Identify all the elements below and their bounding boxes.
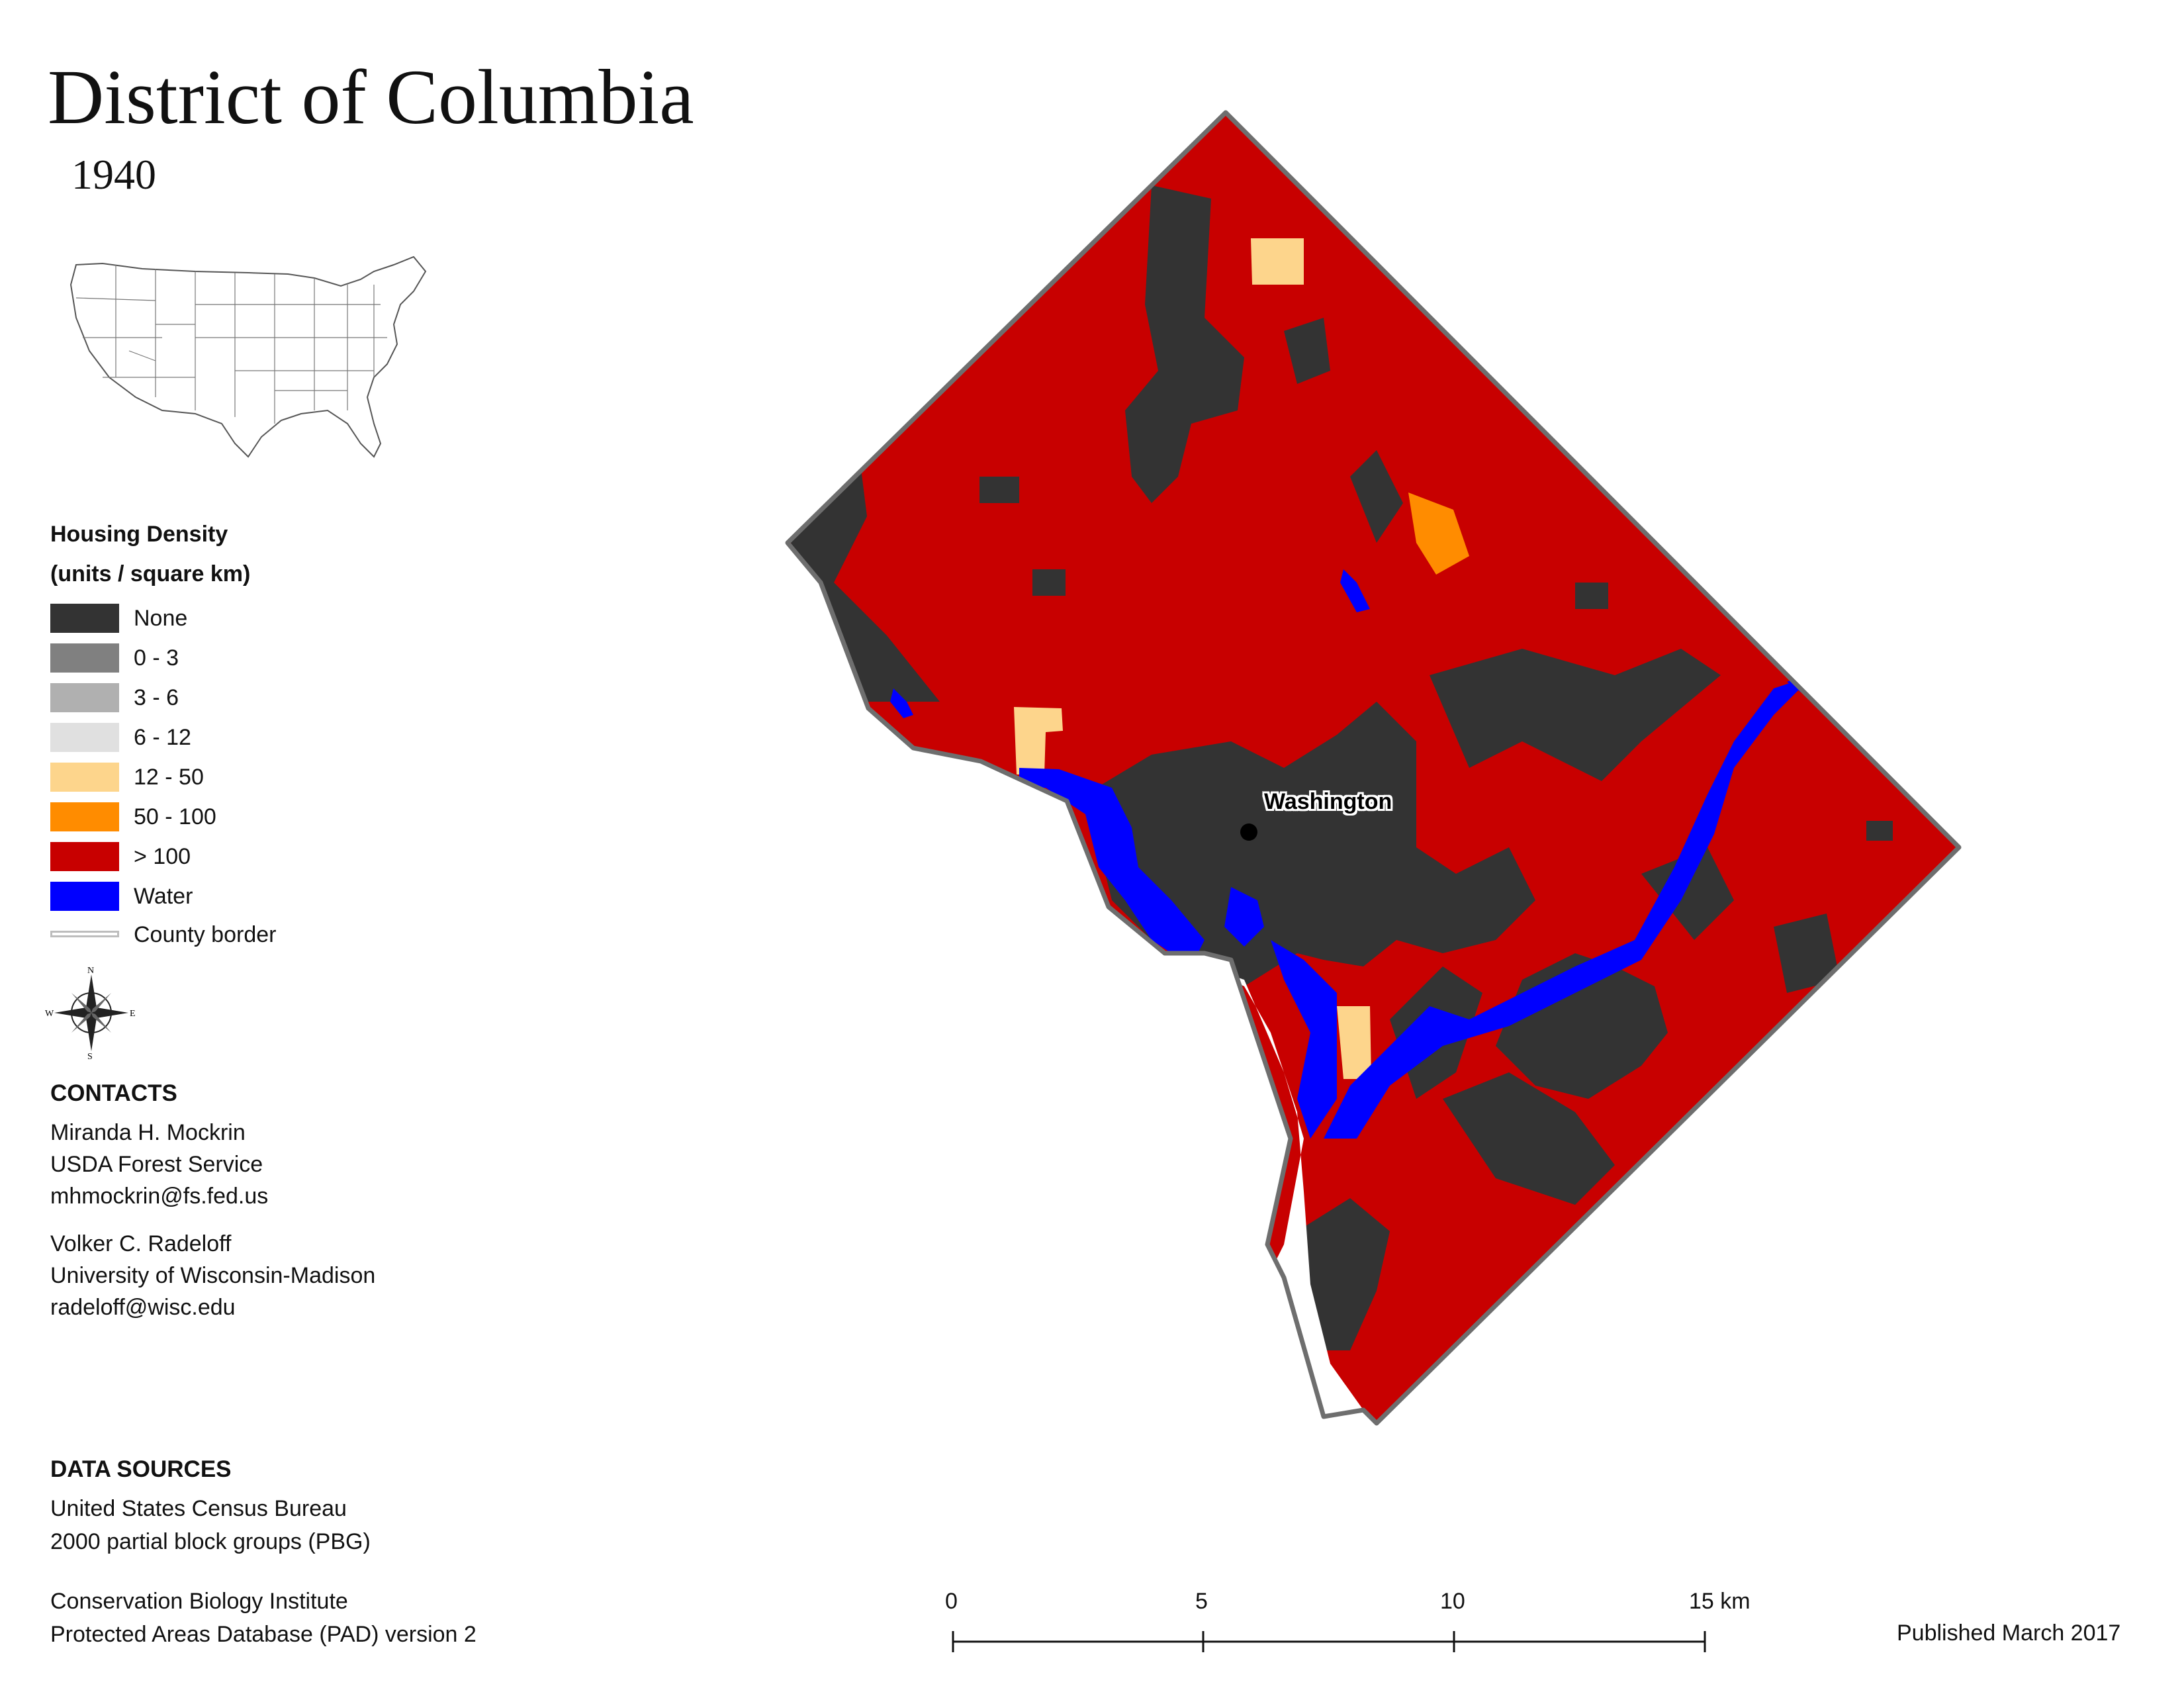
density-12-50-area	[1014, 707, 1063, 774]
legend-label: County border	[134, 921, 277, 947]
legend-item-12-50: 12 - 50	[50, 761, 204, 793]
legend-label: None	[134, 605, 188, 631]
none-area	[1641, 847, 1734, 940]
none-area	[1430, 649, 1721, 781]
legend-item-6-12: 6 - 12	[50, 722, 191, 753]
water-area	[1019, 768, 1205, 966]
scale-bar: 0 5 10 15 km	[940, 1589, 1751, 1662]
legend-swatch	[50, 723, 119, 752]
legend-item-0-3: 0 - 3	[50, 642, 179, 674]
legend-item-none: None	[50, 602, 187, 634]
scale-tick-15: 15 km	[1689, 1589, 1751, 1614]
data-source-line: 2000 partial block groups (PBG)	[50, 1529, 371, 1554]
water-area	[1340, 569, 1370, 612]
compass-s: S	[87, 1052, 93, 1059]
contact-name: Volker C. Radeloff	[50, 1231, 232, 1256]
contact-name: Miranda H. Mockrin	[50, 1120, 246, 1145]
legend-label: 50 - 100	[134, 804, 216, 829]
unpopulated-area	[1205, 966, 1363, 1417]
data-source-line: United States Census Bureau	[50, 1496, 347, 1521]
data-source-line: Conservation Biology Institute	[50, 1589, 348, 1614]
none-area	[1443, 1072, 1615, 1205]
density-12-50-area	[1337, 1006, 1371, 1079]
none-area	[1350, 450, 1403, 543]
map-title: District of Columbia	[48, 54, 694, 140]
legend-item-water: Water	[50, 880, 193, 912]
scale-tick-5: 5	[1195, 1589, 1208, 1614]
scale-tick-0: 0	[945, 1589, 958, 1614]
legend-swatch	[50, 643, 119, 673]
legend-swatch	[50, 683, 119, 712]
water-area	[890, 688, 913, 718]
legend-label: 6 - 12	[134, 724, 191, 750]
contacts-heading: CONTACTS	[50, 1080, 177, 1106]
contact-org: University of Wisconsin-Madison	[50, 1263, 376, 1288]
none-area	[1032, 569, 1066, 596]
county-border	[785, 110, 1962, 1426]
washington-city-marker	[1240, 823, 1257, 841]
legend-swatch	[50, 763, 119, 792]
water-area	[1224, 887, 1264, 947]
none-area	[1125, 185, 1244, 503]
legend-label: 0 - 3	[134, 645, 179, 671]
compass-e: E	[130, 1009, 136, 1019]
dc-housing-density-map	[785, 110, 1962, 1426]
none-area	[1774, 914, 1840, 993]
compass-w: W	[45, 1009, 54, 1019]
compass-rose-icon: N S W E	[45, 966, 136, 1059]
contact-email: mhmockrin@fs.fed.us	[50, 1184, 269, 1209]
washington-city-label: Washington	[1264, 789, 1392, 814]
legend-item-3-6: 3 - 6	[50, 682, 179, 714]
legend-item-county-border: County border	[50, 919, 276, 951]
legend-label: 3 - 6	[134, 684, 179, 710]
density-12-50-area	[1251, 238, 1304, 285]
scale-tick-10: 10	[1440, 1589, 1465, 1614]
data-source-line: Protected Areas Database (PAD) version 2	[50, 1622, 477, 1647]
map-year: 1940	[71, 151, 156, 198]
legend-swatch	[50, 842, 119, 871]
legend-swatch	[50, 604, 119, 633]
legend-swatch	[50, 882, 119, 911]
none-area	[788, 463, 940, 702]
legend-subtitle: (units / square km)	[50, 561, 251, 586]
legend-item-50-100: 50 - 100	[50, 801, 216, 833]
legend-label: > 100	[134, 843, 191, 869]
legend-line-swatch	[50, 920, 119, 949]
density-patches	[788, 185, 1893, 1350]
legend-title: Housing Density	[50, 522, 228, 547]
legend-swatch	[50, 802, 119, 831]
legend-item-over-100: > 100	[50, 841, 191, 872]
published-date: Published March 2017	[1897, 1620, 2121, 1646]
none-area	[979, 477, 1019, 503]
data-sources-heading: DATA SOURCES	[50, 1456, 232, 1482]
legend-label: 12 - 50	[134, 764, 204, 790]
us-locator-map	[69, 256, 427, 458]
water-area	[1271, 940, 1337, 1139]
none-area	[1284, 318, 1330, 384]
contact-org: USDA Forest Service	[50, 1152, 263, 1177]
water-area	[1324, 675, 1813, 1139]
contact-email: radeloff@wisc.edu	[50, 1295, 236, 1320]
density-50-100-area	[1408, 492, 1469, 575]
legend-label: Water	[134, 883, 193, 909]
none-area	[1085, 702, 1535, 986]
compass-n: N	[87, 966, 94, 976]
none-area	[1575, 583, 1608, 609]
scale-bar-graphic	[952, 1631, 1706, 1652]
none-area	[1866, 821, 1893, 841]
